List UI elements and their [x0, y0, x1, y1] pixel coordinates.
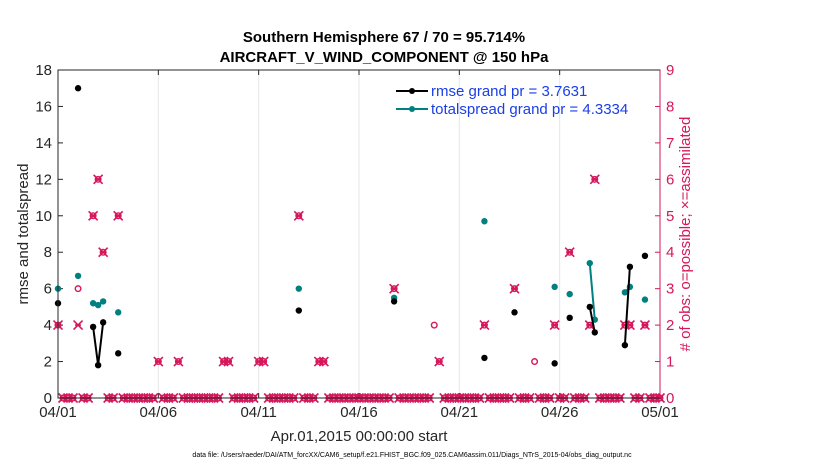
y-right-tick-label: 2	[666, 317, 674, 334]
y-right-tick-label: 0	[666, 390, 674, 407]
obs-assimilated-marker	[318, 356, 329, 367]
chart-title-line2: AIRCRAFT_V_WIND_COMPONENT @ 150 hPa	[220, 49, 550, 66]
obs-assimilated-marker	[589, 174, 600, 185]
legend: rmse grand pr = 3.7631 totalspread grand…	[396, 83, 628, 118]
rmse-point	[626, 263, 634, 270]
totalspread-point	[74, 272, 82, 280]
rmse-point	[591, 329, 598, 336]
y-right-tick-label: 7	[666, 135, 674, 152]
totalspread-point	[641, 296, 649, 303]
obs-assimilated-marker	[293, 210, 304, 221]
totalspread-line	[588, 263, 596, 320]
rmse-point	[621, 341, 629, 349]
y-left-tick-label: 6	[44, 281, 52, 298]
obs-possible-marker	[74, 285, 82, 293]
y-left-tick-label: 16	[35, 98, 52, 115]
chart-title-line1: Southern Hemisphere 67 / 70 = 95.714%	[243, 29, 525, 46]
y-left-tick-label: 10	[35, 208, 52, 225]
x-tick-label: 04/11	[240, 404, 276, 421]
rmse-line	[623, 266, 631, 346]
y-axis-right-ticks: 0 1 2 3 4 5 6 7 8 9	[655, 62, 674, 407]
x-axis-ticks: 04/01 04/06 04/11 04/16 04/21 04/26 05/01	[39, 70, 679, 421]
y-left-tick-label: 8	[44, 244, 52, 261]
rmse-point	[99, 319, 107, 326]
obs-assimilated-marker	[223, 356, 234, 367]
rmse-point	[89, 323, 97, 331]
grid	[157, 70, 561, 398]
rmse-point	[481, 354, 488, 362]
x-tick-label: 05/01	[641, 404, 679, 421]
y-left-tick-label: 12	[35, 171, 52, 188]
x-tick-label: 04/26	[541, 404, 579, 421]
obs-assimilated-marker	[113, 210, 124, 221]
legend-spread-marker	[409, 106, 415, 112]
obs-possible-marker	[430, 321, 438, 329]
y-left-tick-label: 2	[44, 354, 52, 371]
rmse-series	[54, 85, 649, 369]
totalspread-point	[295, 285, 302, 292]
y-right-tick-label: 3	[666, 281, 674, 298]
rmse-point	[74, 85, 82, 92]
y-left-tick-label: 4	[44, 317, 52, 334]
rmse-point	[641, 252, 649, 260]
rmse-point	[511, 309, 518, 316]
obs-assimilated-marker	[73, 320, 84, 331]
x-tick-label: 04/21	[441, 404, 479, 421]
y-right-tick-label: 6	[666, 171, 674, 188]
totalspread-point	[481, 218, 488, 225]
obs-assimilated-marker	[88, 210, 99, 221]
obs-assimilated-marker	[639, 320, 651, 331]
y-right-tick-label: 8	[666, 98, 674, 115]
y-right-tick-label: 5	[666, 208, 674, 225]
totalspread-series	[54, 218, 649, 323]
totalspread-point	[99, 298, 107, 305]
y-axis-left-ticks: 0 2 4 6 8 10 12 14 16 18	[35, 62, 63, 407]
obs-assimilated-marker	[479, 320, 490, 331]
x-axis-label: Apr.01,2015 00:00:00 start	[271, 428, 449, 445]
footer-data-file: data file: /Users/raeder/DAI/ATM_forcXX/…	[192, 452, 632, 459]
rmse-point	[295, 307, 302, 314]
obs-assimilated-marker	[98, 247, 109, 258]
totalspread-point	[621, 289, 629, 296]
y-axis-left-label: rmse and totalspread	[15, 164, 32, 305]
obs-assimilated-marker	[549, 320, 560, 331]
rmse-line	[588, 306, 596, 333]
obs-assimilated-marker	[173, 356, 184, 367]
x-tick-label: 04/06	[140, 404, 178, 421]
x-tick-label: 04/16	[340, 404, 378, 421]
rmse-point	[586, 303, 593, 311]
obs-assimilated-marker	[564, 247, 575, 258]
x-tick-label: 04/01	[39, 404, 77, 421]
totalspread-point	[115, 309, 122, 316]
y-right-tick-label: 1	[666, 354, 674, 371]
y-right-tick-label: 9	[666, 62, 674, 79]
y-left-tick-label: 14	[35, 135, 52, 152]
rmse-point	[551, 360, 558, 367]
rmse-point	[566, 314, 573, 322]
totalspread-point	[551, 283, 558, 291]
y-left-tick-label: 0	[44, 390, 52, 407]
legend-rmse-label: rmse grand pr = 3.7631	[431, 83, 587, 100]
y-right-tick-label: 4	[666, 244, 674, 261]
rmse-point	[94, 362, 102, 369]
totalspread-point	[89, 300, 97, 307]
totalspread-point	[566, 290, 573, 298]
obs-assimilated-marker	[434, 356, 445, 367]
y-left-tick-label: 18	[35, 62, 52, 79]
legend-spread-label: totalspread grand pr = 4.3334	[431, 101, 628, 118]
totalspread-point	[586, 259, 593, 267]
obs-assimilated-marker	[93, 174, 104, 185]
rmse-point	[390, 298, 398, 305]
rmse-point	[115, 350, 122, 357]
legend-rmse-marker	[409, 88, 415, 94]
obs-assimilated-marker	[389, 283, 400, 294]
obs-assimilated-marker	[258, 356, 269, 367]
totalspread-point	[94, 301, 102, 309]
obs-assimilated-marker	[153, 356, 164, 367]
y-axis-right-label: # of obs: o=possible; ×=assimilated	[677, 117, 694, 352]
obs-possible-marker	[531, 358, 539, 366]
obs-assimilated-marker	[509, 283, 520, 294]
